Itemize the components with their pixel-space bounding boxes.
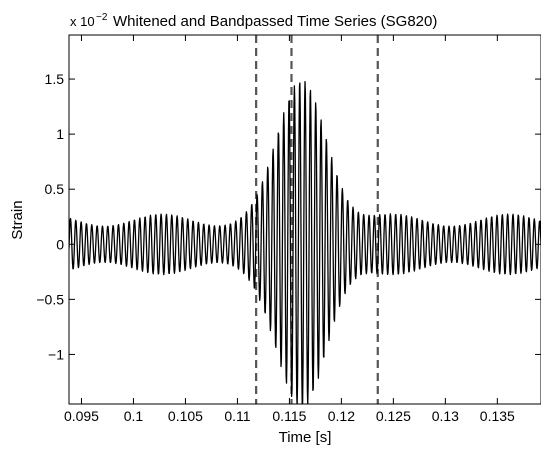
y-tick-label: 1.5: [45, 71, 65, 87]
x-tick-label: 0.12: [328, 408, 355, 424]
y-multiplier-exponent: −2: [96, 12, 108, 23]
chart-title: Whitened and Bandpassed Time Series (SG8…: [113, 13, 437, 30]
y-tick-label: −1: [48, 346, 64, 362]
x-tick-label: 0.1: [124, 408, 144, 424]
x-tick-label: 0.13: [432, 408, 459, 424]
plot-area-frame: [68, 34, 541, 405]
y-multiplier-base: x 10: [70, 14, 95, 29]
x-tick-label: 0.125: [376, 408, 411, 424]
x-tick-label: 0.095: [64, 408, 99, 424]
x-axis-label: Time [s]: [279, 429, 332, 446]
x-tick-label: 0.135: [480, 408, 515, 424]
x-tick-label: 0.115: [272, 408, 306, 424]
series-layer: [69, 80, 541, 404]
y-tick-label: 0.5: [45, 181, 65, 197]
series-line-strain: [69, 80, 541, 404]
y-axis-label: Strain: [9, 200, 26, 239]
y-tick-label: 0: [56, 236, 64, 252]
x-tick-label: 0.105: [168, 408, 203, 424]
y-tick-label: 1: [56, 126, 64, 142]
x-tick-label: 0.11: [224, 408, 250, 424]
y-tick-label: −0.5: [36, 291, 64, 307]
axis-tick-labels: 0.095 0.1 0.105 0.11 0.115 0.12 0.125 0.13 0.135…: [36, 71, 515, 424]
